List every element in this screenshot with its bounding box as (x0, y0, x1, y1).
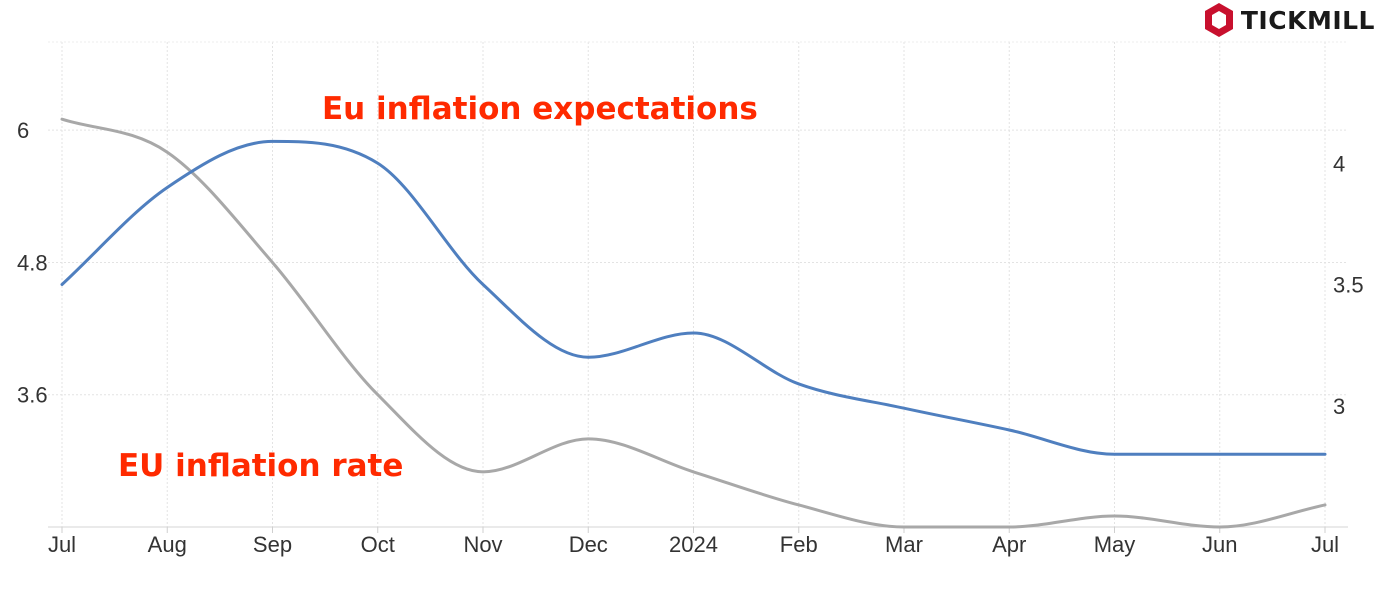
annotation-inflation-rate: EU inflation rate (118, 448, 403, 484)
annotation-expectations: Eu inflation expectations (322, 91, 758, 127)
right-tick-label: 3 (1333, 394, 1345, 419)
left-tick-label: 4.8 (17, 250, 48, 275)
x-tick-label: Sep (253, 532, 292, 557)
x-tick-label: Feb (780, 532, 818, 557)
x-tick-label: Jul (48, 532, 76, 557)
x-tick-label: Oct (361, 532, 395, 557)
left-tick-label: 3.6 (17, 383, 48, 408)
x-axis-ticks: Jul Aug Sep Oct Nov Dec 2024 Feb Mar Apr May Jun Jul (48, 527, 1339, 557)
series-lines (60, 117, 1327, 529)
x-tick-label: 2024 (669, 532, 718, 557)
x-tick-label: Jul (1311, 532, 1339, 557)
grid-lines (48, 41, 1348, 528)
left-tick-label: 6 (17, 118, 29, 143)
series-line-inflation-expectations (60, 139, 1327, 456)
left-axis-ticks: 3.6 4.8 6 (17, 118, 48, 408)
x-tick-label: Dec (569, 532, 608, 557)
series-line-inflation-rate (60, 117, 1327, 529)
right-axis-ticks: 33.54 (1333, 151, 1364, 419)
x-tick-label: Aug (148, 532, 187, 557)
right-tick-label: 3.5 (1333, 273, 1364, 298)
brand-name: TICKMILL (1240, 5, 1375, 35)
x-tick-label: Nov (463, 532, 502, 557)
right-tick-label: 4 (1333, 151, 1345, 176)
x-tick-label: May (1094, 532, 1136, 557)
x-tick-label: Mar (885, 532, 923, 557)
x-tick-label: Jun (1202, 532, 1237, 557)
tickmill-hexagon-icon (1204, 3, 1233, 37)
x-tick-label: Apr (992, 532, 1026, 557)
brand-logo: TICKMILL (1203, 2, 1375, 38)
